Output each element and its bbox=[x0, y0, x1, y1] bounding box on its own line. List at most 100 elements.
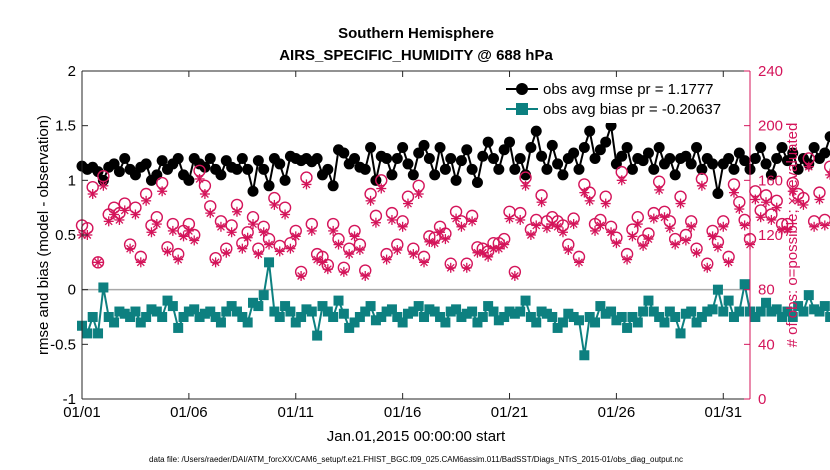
x-tick-label: 01/31 bbox=[705, 404, 743, 421]
rmse-point bbox=[231, 163, 243, 175]
rmse-point bbox=[477, 150, 489, 162]
bias-point bbox=[600, 308, 611, 319]
obs-evaluated-point bbox=[226, 227, 237, 238]
obs-evaluated-point bbox=[541, 223, 552, 234]
bias-point bbox=[825, 312, 830, 322]
bias-point bbox=[199, 308, 210, 319]
rmse-point bbox=[247, 185, 259, 197]
bias-series-layer bbox=[77, 257, 830, 361]
obs-evaluated-point bbox=[397, 221, 408, 232]
obs-evaluated-point bbox=[493, 243, 504, 254]
bias-point bbox=[306, 306, 317, 317]
rmse-point bbox=[338, 147, 350, 159]
rmse-point bbox=[407, 169, 419, 181]
rmse-point bbox=[765, 169, 777, 181]
bias-point bbox=[402, 308, 413, 319]
bias-point bbox=[664, 306, 675, 317]
obs-evaluated-point bbox=[536, 197, 547, 208]
legend-box bbox=[502, 77, 746, 123]
left-tick-label: 2 bbox=[68, 63, 76, 80]
rmse-point bbox=[760, 158, 772, 170]
rmse-point bbox=[482, 136, 494, 148]
bias-point bbox=[702, 306, 713, 317]
rmse-point bbox=[493, 163, 505, 175]
bias-point bbox=[264, 257, 275, 268]
bias-point bbox=[643, 295, 654, 306]
rmse-point bbox=[172, 152, 184, 164]
bias-point bbox=[499, 312, 510, 322]
rmse-point bbox=[546, 139, 558, 151]
obs-evaluated-point bbox=[584, 195, 595, 206]
right-tick-label: 200 bbox=[758, 118, 783, 135]
obs-evaluated-point bbox=[141, 195, 152, 206]
obs-evaluated-point bbox=[253, 249, 264, 260]
obs-evaluated-point bbox=[627, 231, 638, 242]
obs-evaluated-point bbox=[119, 205, 130, 216]
bias-point bbox=[317, 301, 328, 312]
rmse-point bbox=[642, 147, 654, 159]
bias-point bbox=[344, 322, 355, 333]
bias-point bbox=[408, 306, 419, 317]
bias-point bbox=[103, 312, 114, 322]
bias-point bbox=[445, 306, 456, 317]
left-axis-label: rmse and bias (model - observation) bbox=[35, 115, 52, 355]
obs-evaluated-point bbox=[477, 247, 488, 258]
x-tick-label: 01/16 bbox=[384, 404, 422, 421]
rmse-point bbox=[749, 152, 761, 164]
rmse-point bbox=[311, 152, 323, 164]
left-tick-label: -1 bbox=[63, 391, 76, 408]
bias-point bbox=[162, 295, 173, 306]
bias-point bbox=[231, 306, 242, 317]
obs-evaluated-point bbox=[798, 199, 809, 210]
obs-evaluated-point bbox=[648, 213, 659, 224]
obs-evaluated-point bbox=[103, 216, 114, 227]
rmse-point bbox=[455, 155, 467, 167]
bias-point bbox=[488, 306, 499, 317]
bias-point bbox=[606, 306, 617, 317]
rmse-point bbox=[263, 180, 275, 192]
obs-evaluated-point bbox=[803, 161, 814, 172]
obs-evaluated-point bbox=[771, 202, 782, 213]
rmse-point bbox=[573, 163, 585, 175]
bias-point bbox=[777, 312, 788, 322]
bias-point bbox=[755, 306, 766, 317]
obs-evaluated-point bbox=[691, 247, 702, 258]
obs-evaluated-point bbox=[707, 231, 718, 242]
bias-point bbox=[194, 312, 205, 322]
obs-evaluated-point bbox=[135, 257, 146, 268]
bias-point bbox=[328, 312, 339, 322]
obs-evaluated-point bbox=[600, 198, 611, 209]
bias-point bbox=[119, 308, 130, 319]
rmse-point bbox=[242, 163, 254, 175]
obs-evaluated-point bbox=[280, 209, 291, 220]
obs-evaluated-point bbox=[205, 208, 216, 219]
bias-point bbox=[215, 317, 226, 328]
rmse-point bbox=[471, 177, 483, 189]
bias-point bbox=[483, 301, 494, 312]
bias-point bbox=[504, 306, 515, 317]
rmse-point bbox=[359, 163, 371, 175]
rmse-point bbox=[787, 147, 799, 159]
bias-point bbox=[237, 312, 248, 322]
bias-point bbox=[638, 306, 649, 317]
rmse-point bbox=[723, 152, 735, 164]
obs-evaluated-point bbox=[670, 239, 681, 250]
rmse-point bbox=[584, 125, 596, 137]
rmse-point bbox=[691, 142, 703, 154]
rmse-point bbox=[824, 131, 830, 143]
rmse-point bbox=[461, 144, 473, 156]
legend: obs avg rmse pr = 1.1777 obs avg bias pr… bbox=[502, 77, 746, 123]
right-tick-label: 120 bbox=[758, 227, 783, 244]
bias-point bbox=[82, 328, 93, 339]
obs-evaluated-point bbox=[360, 271, 371, 281]
obs-evaluated-point bbox=[370, 217, 381, 228]
obs-evaluated-point bbox=[573, 257, 584, 268]
rmse-point bbox=[402, 158, 414, 170]
obs-evaluated-point bbox=[413, 189, 424, 199]
bias-point bbox=[242, 317, 253, 328]
bias-point bbox=[451, 304, 462, 315]
bias-point bbox=[429, 306, 440, 317]
obs-evaluated-point bbox=[467, 216, 478, 227]
rmse-point bbox=[733, 147, 745, 159]
x-axis-label: Jan.01,2015 00:00:00 start bbox=[327, 428, 506, 445]
